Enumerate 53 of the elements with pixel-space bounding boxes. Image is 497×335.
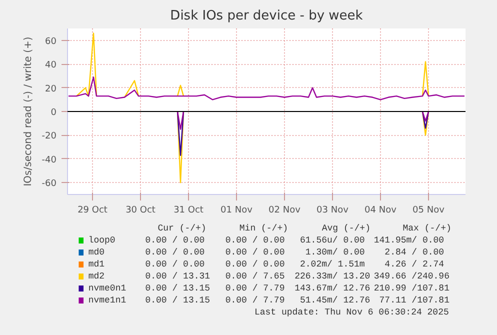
text: 141.95m/ 0.00: [374, 236, 444, 246]
text: Avg (-/+): [322, 224, 370, 234]
text: Max (-/+): [402, 224, 452, 234]
y-tick-label: -20: [42, 132, 57, 142]
text: 0.00 / 0.00: [225, 236, 285, 246]
legend-label: md2: [88, 272, 105, 282]
text: 0.00 / 7.79: [225, 284, 285, 294]
text: 349.66 /240.96: [374, 272, 450, 282]
text: 51.45m/ 12.76: [300, 296, 370, 306]
legend-label: nvme0n1: [88, 284, 126, 294]
y-tick-label: 0: [50, 108, 57, 118]
x-tick-label: 29 Oct: [78, 206, 108, 216]
y-tick-label: -60: [42, 179, 57, 190]
text: 0.00 / 7.65: [225, 272, 285, 282]
text: 226.33m/ 13.20: [294, 272, 370, 282]
text: 0.00 / 7.79: [225, 296, 285, 306]
text: 0.00 / 13.15: [145, 284, 210, 294]
text: 2.84 / 0.00: [384, 248, 444, 258]
chart-title: Disk IOs per device - by week: [170, 8, 364, 24]
legend-label: md0: [88, 248, 105, 258]
text: 61.56u/ 0.00: [300, 236, 365, 246]
text: 1.30m/ 0.00: [305, 248, 365, 258]
text: Last update: Thu Nov 6 06:30:24 2025: [254, 308, 449, 318]
text: 0.00 / 0.00: [225, 260, 285, 270]
text: 210.99 /107.81: [374, 284, 450, 294]
legend-label: md1: [88, 260, 105, 270]
text: 77.11 /107.81: [379, 296, 450, 306]
x-tick-label: 05 Nov: [412, 206, 446, 216]
text: Cur (-/+): [158, 224, 206, 234]
legend-label: nvme1n1: [88, 296, 126, 306]
y-tick-label: 20: [45, 84, 57, 94]
x-tick-label: 04 Nov: [364, 206, 398, 216]
x-tick-label: 31 Oct: [174, 206, 204, 216]
x-tick-label: 01 Nov: [220, 206, 254, 216]
text: 143.67m/ 12.76: [294, 284, 370, 294]
text: 2.02m/ 1.51m: [300, 260, 365, 270]
x-tick-label: 03 Nov: [316, 206, 350, 216]
text: 0.00 / 0.00: [145, 248, 205, 258]
text: 0.00 / 0.00: [145, 236, 205, 246]
text: 4.26 / 2.74: [384, 260, 444, 270]
text: 0.00 / 13.31: [145, 272, 210, 282]
y-tick-label: -40: [42, 155, 57, 166]
text: 0.00 / 0.00: [225, 248, 285, 258]
y-axis-title: IOs/second read (-) / write (+): [22, 36, 34, 186]
y-tick-label: 60: [45, 36, 57, 47]
y-tick-label: 40: [45, 60, 57, 71]
x-tick-label: 30 Oct: [126, 206, 156, 216]
text: Min (-/+): [239, 224, 288, 234]
x-tick-label: 02 Nov: [268, 206, 302, 216]
text: 0.00 / 0.00: [145, 260, 205, 270]
legend-label: loop0: [88, 236, 116, 246]
text: 0.00 / 13.15: [145, 296, 210, 306]
line-series: [68, 76, 466, 100]
